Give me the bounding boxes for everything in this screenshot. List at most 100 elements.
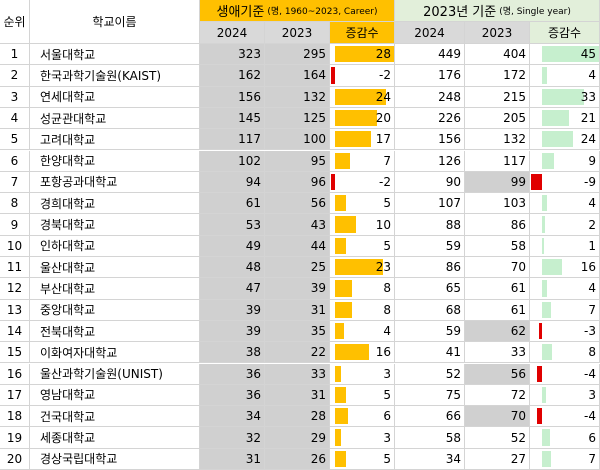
change-cell: 3 <box>530 384 600 407</box>
change-cell: -4 <box>530 406 600 428</box>
data-bar <box>542 195 548 212</box>
data-bar <box>542 429 550 446</box>
value-cell: 47 <box>200 278 265 300</box>
data-bar <box>542 109 569 127</box>
column-header: 2023 <box>465 22 530 44</box>
value-cell: 404 <box>465 44 530 66</box>
change-value: 7 <box>383 153 391 168</box>
change-value: 10 <box>375 217 391 232</box>
data-bar <box>542 46 599 63</box>
change-cell: 5 <box>330 448 395 470</box>
value-cell: 295 <box>265 44 330 66</box>
value-cell: 44 <box>265 235 330 257</box>
data-bar <box>542 344 553 361</box>
change-value: 7 <box>588 451 596 466</box>
data-bar <box>335 322 344 340</box>
column-header: 증감수 <box>530 22 600 44</box>
change-value: 5 <box>383 238 391 253</box>
change-value: 2 <box>588 217 596 232</box>
value-cell: 58 <box>395 427 465 449</box>
change-value: 4 <box>588 196 596 211</box>
change-value: 5 <box>383 451 391 466</box>
value-cell: 25 <box>265 257 330 279</box>
name-cell: 한양대학교 <box>30 150 200 172</box>
change-value: 8 <box>383 302 391 317</box>
change-cell: 16 <box>330 342 395 364</box>
value-cell: 36 <box>200 384 265 407</box>
column-header: 2024 <box>200 22 265 44</box>
data-bar <box>335 131 371 148</box>
rank-cell: 3 <box>0 86 30 108</box>
column-header: 2024 <box>395 22 465 44</box>
change-cell: -4 <box>530 363 600 385</box>
data-bar <box>331 67 336 84</box>
rank-cell: 6 <box>0 150 30 172</box>
change-cell: 7 <box>530 299 600 321</box>
value-cell: 70 <box>465 257 530 279</box>
change-value: 1 <box>588 238 596 253</box>
value-cell: 39 <box>265 278 330 300</box>
change-value: 3 <box>588 387 596 402</box>
change-value: 8 <box>383 281 391 296</box>
name-cell: 경북대학교 <box>30 214 200 236</box>
change-cell: 3 <box>330 363 395 385</box>
name-cell: 성균관대학교 <box>30 107 200 130</box>
change-cell: 3 <box>330 427 395 449</box>
change-value: 4 <box>383 324 391 339</box>
value-cell: 323 <box>200 44 265 66</box>
value-cell: 27 <box>465 448 530 470</box>
value-cell: 31 <box>265 384 330 407</box>
name-cell: 경상국립대학교 <box>30 448 200 470</box>
change-cell: 6 <box>330 406 395 428</box>
change-cell: 24 <box>530 129 600 151</box>
change-cell: 8 <box>530 342 600 364</box>
name-cell: 울산과학기술원(UNIST) <box>30 363 200 385</box>
change-cell: -2 <box>330 65 395 87</box>
data-bar <box>542 386 547 404</box>
data-bar <box>335 237 346 254</box>
change-value: 16 <box>375 345 391 360</box>
change-cell: 4 <box>530 193 600 215</box>
value-cell: 72 <box>465 384 530 407</box>
name-cell: 울산대학교 <box>30 257 200 279</box>
rank-cell: 20 <box>0 448 30 470</box>
name-cell: 건국대학교 <box>30 406 200 428</box>
name-cell: 부산대학교 <box>30 278 200 300</box>
change-value: 23 <box>375 260 391 275</box>
name-cell: 영남대학교 <box>30 384 200 407</box>
change-cell: 33 <box>530 86 600 108</box>
data-bar <box>542 131 573 148</box>
name-cell: 전북대학교 <box>30 320 200 343</box>
change-value: 7 <box>588 302 596 317</box>
rank-header: 순위 <box>0 0 30 44</box>
data-bar <box>335 450 346 467</box>
value-cell: 132 <box>265 86 330 108</box>
value-cell: 33 <box>265 363 330 385</box>
change-value: -3 <box>584 324 596 339</box>
value-cell: 164 <box>265 65 330 87</box>
rank-cell: 17 <box>0 384 30 407</box>
value-cell: 22 <box>265 342 330 364</box>
change-cell: 1 <box>530 235 600 257</box>
single-note: (명, Single year) <box>499 7 571 17</box>
change-value: 9 <box>588 153 596 168</box>
change-cell: -9 <box>530 171 600 194</box>
value-cell: 172 <box>465 65 530 87</box>
value-cell: 126 <box>395 150 465 172</box>
data-bar <box>335 46 394 63</box>
value-cell: 107 <box>395 193 465 215</box>
rank-cell: 12 <box>0 278 30 300</box>
data-bar <box>537 365 543 382</box>
single-header: 2023년 기준 (명, Single year) <box>395 0 600 22</box>
rank-cell: 13 <box>0 299 30 321</box>
change-value: 6 <box>588 430 596 445</box>
value-cell: 125 <box>265 107 330 130</box>
rank-cell: 16 <box>0 363 30 385</box>
value-cell: 56 <box>265 193 330 215</box>
value-cell: 226 <box>395 107 465 130</box>
name-cell: 세종대학교 <box>30 427 200 449</box>
change-cell: 4 <box>330 320 395 343</box>
change-cell: 6 <box>530 427 600 449</box>
change-cell: -2 <box>330 171 395 194</box>
value-cell: 49 <box>200 235 265 257</box>
